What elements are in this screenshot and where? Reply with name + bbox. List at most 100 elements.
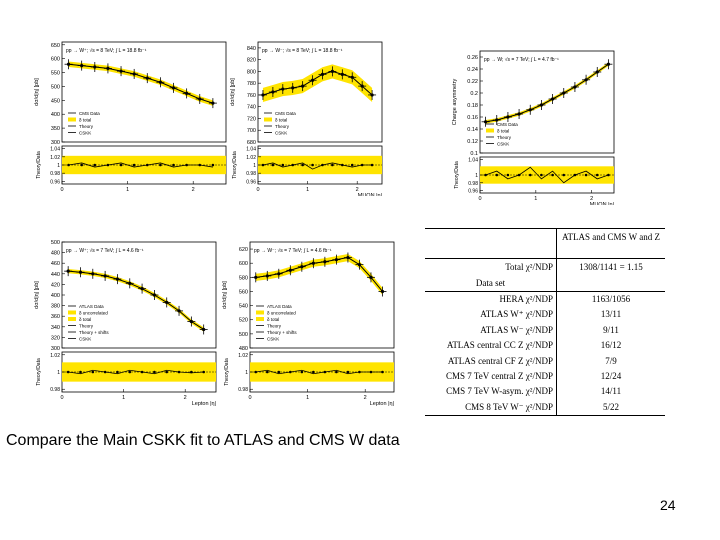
table-row-value: 7/9	[605, 355, 617, 366]
total-row-label: Total χ²/NDP	[505, 262, 553, 272]
y-tick-label: 0.16	[467, 115, 478, 121]
y-tick-label: 0.24	[467, 67, 478, 73]
legend-entry: CSKK	[79, 337, 91, 342]
section-label: Data set	[475, 278, 506, 288]
data-point	[78, 270, 83, 274]
ratio-point	[360, 163, 364, 167]
legend-entry: CMS Data	[275, 111, 296, 116]
y-tick-label: 620	[239, 247, 248, 253]
y-tick-label: 460	[51, 261, 60, 267]
ratio-point	[91, 370, 95, 374]
ratio-point	[562, 173, 566, 177]
table-header-divider	[425, 258, 665, 259]
ratio-y-tick-label: 0.98	[50, 171, 60, 177]
y-tick-label: 600	[51, 57, 60, 63]
y-tick-label: 520	[239, 318, 248, 324]
legend-entry: CMS Data	[79, 111, 100, 116]
ratio-y-tick-label: 0.98	[468, 181, 478, 187]
total-row-value: 1308/1141 = 1.15	[579, 262, 643, 272]
chart-w-minus-8tev: 840 820 800 780 760 740 720 700 680 dσ/d|η| [pb] p…	[230, 41, 383, 196]
data-point	[539, 103, 544, 107]
table-row-label: CMS 7 TeV central Z χ²/NDP	[446, 371, 553, 381]
x-tick-label: 0	[60, 395, 63, 401]
y-tick-label: 720	[247, 116, 256, 122]
table-row-label: ATLAS W⁻ χ²/NDP	[480, 324, 553, 335]
data-point	[119, 69, 123, 73]
table-row: HERA χ²/NDP 1163/1056	[425, 292, 665, 307]
table-row-label: CMS 8 TeV W⁻ χ²/NDP	[465, 401, 553, 412]
y-tick-label: 550	[51, 71, 60, 77]
ratio-y-axis-label: Theory/Data	[232, 151, 238, 179]
ratio-point	[211, 163, 215, 167]
legend-swatch	[486, 128, 494, 133]
legend-swatch	[264, 117, 272, 122]
legend-entry: Theory + shifts	[267, 330, 297, 335]
table-row-value: 12/24	[600, 371, 622, 381]
page-number: 24	[660, 497, 676, 513]
y-axis-label: dσ/d|η| [pb]	[230, 78, 236, 106]
x-tick-label: 1	[122, 395, 125, 401]
table-top-border	[425, 228, 665, 229]
legend-entry: Theory	[275, 124, 290, 129]
uncertainty-band	[485, 62, 609, 124]
ratio-point	[165, 370, 169, 374]
ratio-point	[595, 173, 599, 177]
table-row: CMS 7 TeV W-asym. χ²/NDP 14/11	[425, 384, 665, 399]
data-point	[370, 93, 374, 97]
chart-w-plus-7tev: 500 480 460 440 420 400 380 360 340 320 300 dσ/d|η|…	[34, 240, 217, 407]
data-point	[128, 281, 132, 285]
ratio-point	[103, 370, 107, 374]
y-tick-label: 350	[51, 126, 60, 132]
data-point	[380, 289, 385, 294]
y-axis-label: Charge asymmetry	[452, 79, 458, 126]
data-point	[93, 65, 97, 69]
data-point	[300, 265, 304, 269]
y-tick-label: 480	[239, 346, 248, 352]
ratio-point	[177, 370, 181, 374]
x-axis-label: Lepton |η|	[370, 401, 394, 407]
table-row-value: 16/12	[600, 340, 622, 351]
data-point	[595, 70, 599, 74]
data-point	[66, 269, 70, 273]
ratio-y-tick-label: 0.96	[246, 179, 256, 185]
y-tick-label: 780	[247, 81, 256, 87]
data-point	[202, 327, 206, 332]
x-tick-label: 2	[184, 395, 187, 401]
chart-panel-w-minus-7tev: 620 600 580 560 540 520 500 480 dσ/d|η| [pb] pp →…	[220, 236, 398, 411]
data-point	[323, 260, 327, 264]
ratio-point	[67, 163, 70, 167]
table-row: ATLAS central CC Z χ²/NDP 16/12	[425, 338, 665, 353]
data-point	[185, 91, 189, 95]
ratio-point	[128, 370, 132, 374]
table-row: ATLAS W⁻ χ²/NDP 9/11	[425, 323, 665, 338]
data-point	[198, 97, 202, 101]
y-tick-label: 0.26	[467, 55, 478, 61]
y-tick-label: 680	[247, 140, 256, 146]
y-axis-label: dσ/d|η| [pb]	[222, 281, 228, 309]
y-tick-label: 0.1	[470, 151, 478, 157]
theory-line	[262, 70, 373, 96]
x-tick-label: 1	[126, 187, 129, 193]
data-point	[106, 66, 110, 70]
x-tick-label: 2	[356, 187, 359, 193]
chart-w-minus-7tev: 620 600 580 560 540 520 500 480 dσ/d|η| [pb] pp →…	[222, 241, 395, 407]
legend-entry: Theory	[79, 324, 94, 329]
ratio-point	[93, 163, 97, 167]
table-total-row: Total χ²/NDP 1308/1141 = 1.15	[425, 260, 665, 275]
ratio-y-tick-label: 1	[245, 370, 248, 376]
data-point	[265, 274, 269, 278]
ratio-line	[262, 162, 373, 170]
ratio-point	[358, 370, 361, 374]
ratio-y-tick-label: 0.98	[238, 387, 248, 393]
ratio-point	[335, 370, 338, 374]
data-point	[340, 72, 344, 76]
main-plot-frame	[61, 41, 227, 143]
ratio-line	[255, 369, 383, 375]
table-row-label: ATLAS central CC Z χ²/NDP	[446, 340, 553, 351]
ratio-y-tick-label: 0.96	[468, 189, 478, 195]
ratio-point	[301, 163, 304, 167]
table-bottom-border	[425, 415, 665, 416]
legend-entry: Theory + shifts	[79, 330, 109, 335]
legend-entry: ATLAS Data	[267, 304, 292, 309]
uncertainty-band	[68, 61, 213, 106]
